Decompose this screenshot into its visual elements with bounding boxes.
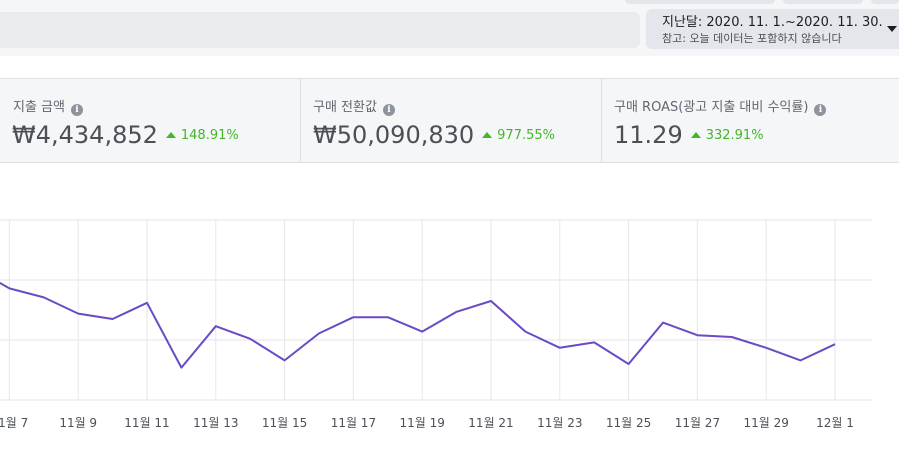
data-point[interactable] — [144, 300, 150, 306]
data-point[interactable] — [488, 298, 494, 304]
date-range-label: 지난달: 2020. 11. 1.~2020. 11. 30. — [662, 15, 883, 30]
line-chart: 11월 7 11월 9 11월 11 11월 13 11월 15 11월 17 11월 19… — [0, 219, 872, 430]
info-icon[interactable]: i — [814, 104, 827, 116]
data-point[interactable] — [6, 285, 12, 291]
metric-change-value: 977.55% — [497, 128, 555, 143]
toolbar: 지난달: 2020. 11. 1.~2020. 11. 30. 참고: 오늘 데… — [0, 0, 899, 56]
filter-bar[interactable] — [0, 12, 640, 48]
metrics-row: 지출 금액 i ₩4,434,852 148.91% 구매 전환값 i ₩50,090… — [0, 78, 899, 163]
x-tick-label: 11월 27 — [675, 416, 720, 430]
date-range-picker[interactable]: 지난달: 2020. 11. 1.~2020. 11. 30. 참고: 오늘 데… — [646, 9, 899, 49]
data-point[interactable] — [41, 294, 47, 300]
x-tick-label: 11월 7 — [0, 416, 28, 430]
x-tick-label: 11월 21 — [468, 416, 513, 430]
metric-label: 지출 금액 — [13, 100, 65, 115]
data-point[interactable] — [591, 339, 597, 345]
data-point[interactable] — [178, 365, 184, 371]
metric-value: 11.29 — [614, 121, 683, 149]
info-icon[interactable]: i — [70, 104, 83, 116]
date-range-note: 참고: 오늘 데이터는 포함하지 않습니다 — [662, 32, 842, 45]
arrow-up-icon — [690, 132, 701, 138]
arrow-up-icon — [165, 132, 176, 138]
x-tick-label: 11월 25 — [606, 416, 651, 430]
x-tick-label: 11월 9 — [59, 416, 97, 430]
x-tick-label: 11월 11 — [124, 416, 169, 430]
x-tick-label: 11월 17 — [331, 416, 376, 430]
metric-value: ₩50,090,830 — [313, 121, 475, 149]
metric-spend[interactable]: 지출 금액 i ₩4,434,852 148.91% — [0, 79, 300, 162]
data-point[interactable] — [282, 357, 288, 363]
toolbar-button-stub[interactable] — [871, 0, 899, 4]
toolbar-button-stub[interactable] — [783, 0, 863, 4]
data-point[interactable] — [798, 357, 804, 363]
data-point[interactable] — [316, 330, 322, 336]
data-point[interactable] — [557, 345, 563, 351]
data-point[interactable] — [832, 341, 838, 347]
metric-label: 구매 전환값 — [313, 100, 377, 115]
data-point[interactable] — [385, 314, 391, 320]
x-tick-label: 11월 23 — [537, 416, 582, 430]
chevron-down-icon[interactable] — [887, 26, 897, 32]
data-point[interactable] — [75, 311, 81, 317]
x-tick-label: 12월 1 — [816, 416, 854, 430]
metric-purchase-value[interactable]: 구매 전환값 i ₩50,090,830 977.55% — [300, 79, 602, 162]
data-point[interactable] — [350, 314, 356, 320]
data-point[interactable] — [247, 336, 253, 342]
x-tick-label: 11월 19 — [399, 416, 444, 430]
data-point[interactable] — [729, 334, 735, 340]
data-point[interactable] — [626, 361, 632, 367]
x-tick-label: 11월 29 — [743, 416, 788, 430]
arrow-up-icon — [482, 132, 493, 138]
data-point[interactable] — [213, 323, 219, 329]
series-line — [0, 281, 836, 369]
info-icon[interactable]: i — [382, 104, 395, 116]
data-point[interactable] — [454, 309, 460, 315]
data-point[interactable] — [694, 332, 700, 338]
metric-change-value: 148.91% — [180, 128, 239, 143]
metric-label: 구매 ROAS(광고 지출 대비 수익률) — [614, 100, 809, 115]
data-point[interactable] — [110, 316, 116, 322]
data-point[interactable] — [660, 320, 666, 326]
metric-change: 332.91% — [690, 128, 764, 143]
metric-change: 977.55% — [482, 128, 555, 143]
data-point[interactable] — [419, 329, 425, 335]
metric-change-value: 332.91% — [705, 128, 764, 143]
toolbar-button-stub[interactable] — [625, 0, 775, 4]
data-point[interactable] — [763, 345, 769, 351]
metric-roas[interactable]: 구매 ROAS(광고 지출 대비 수익률) i 11.29 332.91% — [601, 79, 899, 162]
metric-value: ₩4,434,852 — [12, 121, 158, 149]
data-point[interactable] — [522, 329, 528, 335]
x-tick-label: 11월 13 — [193, 416, 238, 430]
x-tick-label: 11월 15 — [262, 416, 307, 430]
metric-change: 148.91% — [165, 128, 239, 143]
